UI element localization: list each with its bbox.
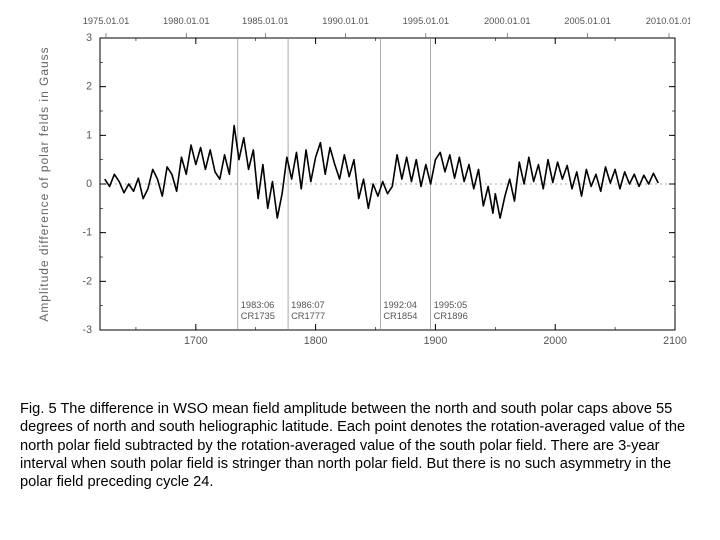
ytick-label: 0: [86, 178, 92, 190]
top-date-label: 1975.01.01: [83, 16, 130, 26]
ytick-label: -3: [83, 324, 93, 336]
vline-label-bot: CR1777: [291, 311, 325, 321]
vline-label-bot: CR1735: [241, 311, 275, 321]
top-date-label: 2000.01.01: [484, 16, 531, 26]
polar-field-difference-chart: -3 -2 -1 0 1 2 3 1700 1800 1900 2000 2100 1975.01.01…: [30, 10, 690, 380]
xtick-label: 1900: [424, 335, 448, 347]
ytick-label: -1: [83, 227, 93, 239]
top-date-label: 2010.01.01: [646, 16, 690, 26]
vline-label-top: 1986:07: [291, 300, 325, 310]
figure-caption: Fig. 5 The difference in WSO mean field …: [20, 400, 700, 491]
xtick-label: 1800: [304, 335, 328, 347]
vline-label-top: 1992:04: [383, 300, 417, 310]
vline-label-top: 1995:05: [434, 300, 468, 310]
vline-label-bot: CR1854: [383, 311, 417, 321]
xtick-label: 1700: [184, 335, 208, 347]
vline-label-bot: CR1896: [434, 311, 468, 321]
figure-wrapper: -3 -2 -1 0 1 2 3 1700 1800 1900 2000 2100 1975.01.01…: [0, 0, 720, 540]
top-date-label: 1980.01.01: [163, 16, 210, 26]
ytick-label: -2: [83, 275, 93, 287]
top-date-label: 1990.01.01: [322, 16, 369, 26]
top-date-label: 2005.01.01: [564, 16, 611, 26]
vline-label-top: 1983:06: [241, 300, 275, 310]
top-date-label: 1995.01.01: [403, 16, 450, 26]
ytick-label: 1: [86, 129, 92, 141]
y-axis-label: Amplitude difference of polar felds in G…: [37, 46, 51, 321]
ytick-label: 2: [86, 81, 92, 93]
ytick-label: 3: [86, 32, 92, 44]
xtick-label: 2000: [543, 335, 567, 347]
xtick-label: 2100: [663, 335, 687, 347]
top-date-label: 1985.01.01: [242, 16, 289, 26]
